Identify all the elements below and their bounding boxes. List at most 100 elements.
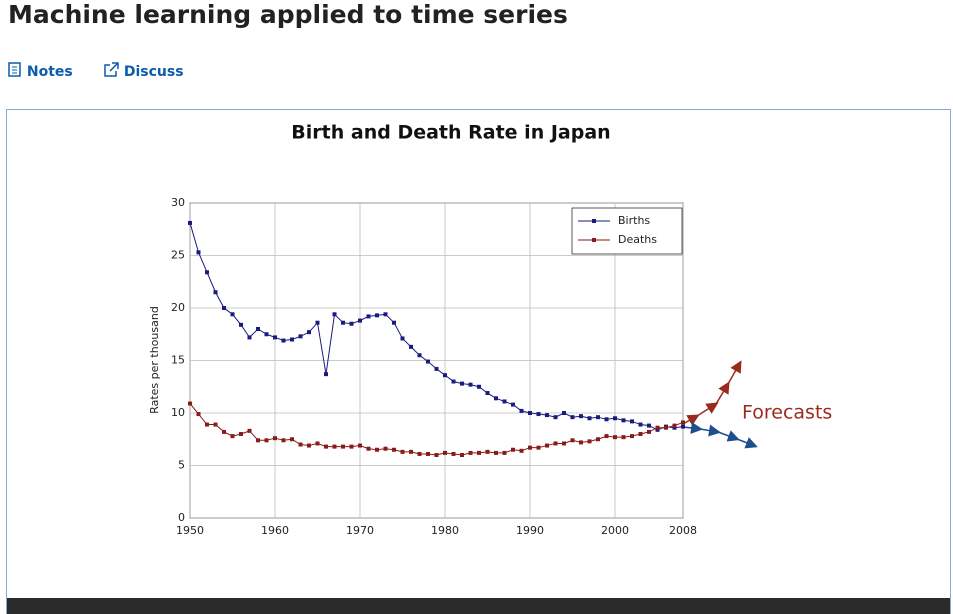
data-point <box>273 335 277 340</box>
data-point <box>298 442 303 447</box>
data-point <box>485 449 490 454</box>
page-title: Machine learning applied to time series <box>8 0 568 29</box>
y-tick-label: 10 <box>171 406 185 419</box>
data-point <box>553 415 558 420</box>
data-point <box>188 220 192 225</box>
data-point <box>239 432 243 436</box>
data-point <box>587 439 592 444</box>
data-point <box>570 415 575 420</box>
data-point <box>502 450 507 455</box>
data-point <box>630 434 634 439</box>
data-point <box>477 384 481 389</box>
x-tick-label: 2008 <box>669 524 697 537</box>
data-point <box>290 337 294 342</box>
data-point <box>553 441 558 446</box>
data-point <box>570 438 575 443</box>
data-point <box>400 336 405 341</box>
data-point <box>443 450 447 455</box>
data-point <box>315 441 320 446</box>
y-axis-label: Rates per thousand <box>148 306 161 414</box>
data-point <box>681 420 685 425</box>
data-point <box>468 450 473 455</box>
data-point <box>349 321 354 326</box>
data-point <box>528 445 532 450</box>
data-point <box>247 335 252 340</box>
data-point <box>604 434 609 439</box>
data-point <box>655 427 660 432</box>
legend-label: Deaths <box>618 233 657 246</box>
data-point <box>281 338 286 343</box>
legend-marker <box>592 238 596 242</box>
data-point <box>324 372 328 377</box>
discuss-link[interactable]: Discuss <box>103 62 184 80</box>
data-point <box>383 446 388 451</box>
data-point <box>528 411 532 415</box>
data-point <box>485 391 490 396</box>
data-point <box>409 344 413 349</box>
forecast-arrows <box>682 360 758 449</box>
data-point <box>417 353 422 358</box>
data-point <box>264 332 269 337</box>
data-point <box>222 429 226 434</box>
data-point <box>655 425 660 430</box>
data-point <box>545 413 549 418</box>
discuss-icon <box>104 62 119 77</box>
data-point <box>434 366 439 371</box>
data-point <box>647 429 651 434</box>
data-point <box>596 415 600 420</box>
data-point <box>341 444 345 449</box>
y-tick-label: 15 <box>171 354 185 367</box>
data-point <box>494 450 498 455</box>
data-point <box>511 402 515 407</box>
data-point <box>400 449 405 454</box>
data-point <box>579 440 583 445</box>
data-point <box>672 423 677 428</box>
data-point <box>638 432 643 436</box>
data-point <box>392 320 396 325</box>
data-point <box>315 320 320 325</box>
data-point <box>477 450 481 455</box>
data-point <box>519 408 524 413</box>
data-point <box>502 399 507 404</box>
y-tick-label: 20 <box>171 301 185 314</box>
data-point <box>443 373 447 378</box>
chart: Birth and Death Rate in Japan Rates per … <box>148 122 832 538</box>
data-point <box>205 422 209 427</box>
y-tick-label: 25 <box>171 249 185 262</box>
data-point <box>324 444 328 449</box>
data-point <box>196 412 201 417</box>
data-point <box>494 396 498 401</box>
notes-icon <box>8 62 21 77</box>
legend-label: Births <box>618 214 650 227</box>
data-point <box>451 379 456 384</box>
data-point <box>536 445 541 450</box>
data-point <box>545 443 549 448</box>
data-point <box>417 451 422 456</box>
data-point <box>468 382 473 387</box>
data-point <box>281 438 286 443</box>
data-point <box>426 451 430 456</box>
notes-link[interactable]: Notes <box>8 62 73 80</box>
data-point <box>375 447 379 452</box>
data-point <box>434 453 439 457</box>
data-point <box>460 381 464 386</box>
data-point <box>222 306 226 310</box>
data-point <box>264 438 269 443</box>
data-point <box>536 412 541 417</box>
legend-box <box>571 207 683 255</box>
data-point <box>332 312 337 317</box>
y-tick-label: 30 <box>171 196 185 209</box>
data-point <box>256 438 260 443</box>
data-point <box>621 418 626 423</box>
y-tick-label: 5 <box>178 459 185 472</box>
data-point <box>409 449 413 454</box>
data-point <box>188 401 192 406</box>
data-point <box>332 444 337 449</box>
data-point <box>213 290 218 295</box>
data-point <box>630 419 634 424</box>
data-point <box>621 435 626 440</box>
data-point <box>451 451 456 456</box>
data-point <box>247 428 252 433</box>
data-point <box>596 437 600 442</box>
